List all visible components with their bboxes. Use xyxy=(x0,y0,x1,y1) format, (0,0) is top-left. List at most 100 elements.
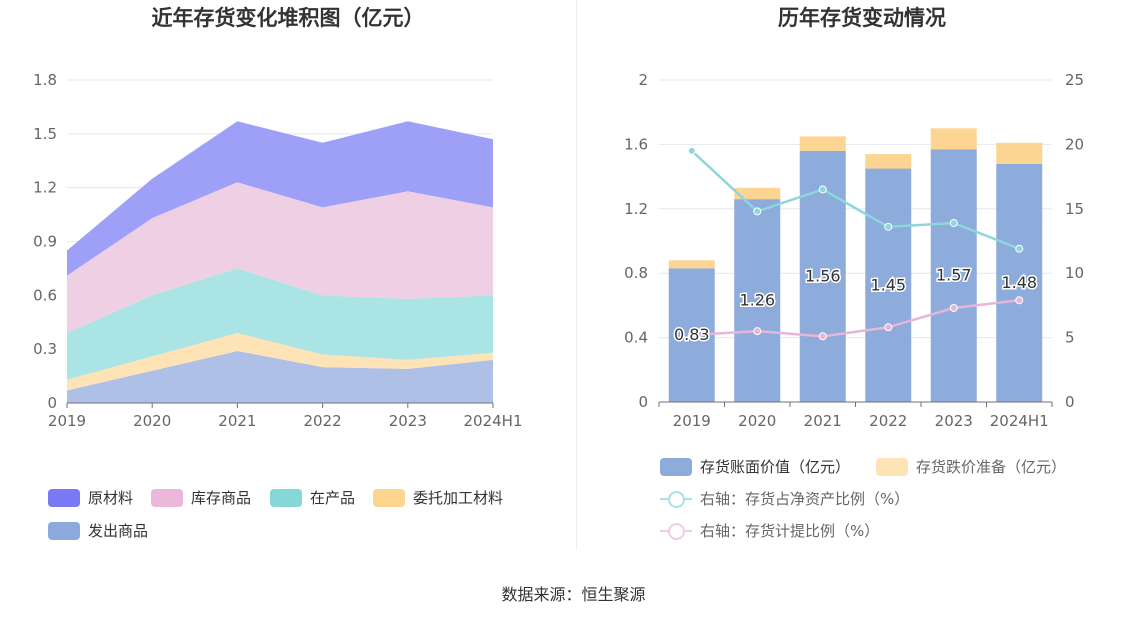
y2-tick-label: 15 xyxy=(1065,200,1084,218)
bar-impairment xyxy=(865,154,912,169)
y-tick-label: 1.5 xyxy=(33,125,57,143)
y2-tick-label: 10 xyxy=(1065,264,1084,282)
line-point xyxy=(1015,244,1024,253)
area-series-委托加工材料 xyxy=(67,333,493,391)
legend-swatch xyxy=(876,457,908,476)
y-tick-label: 1.8 xyxy=(33,71,57,89)
legend-item-goods-shipped[interactable]: 发出商品 xyxy=(48,520,148,541)
legend-label: 委托加工材料 xyxy=(413,489,504,507)
legend-item-inventory-net-asset-ratio[interactable]: 右轴：存货占净资产比例（%） xyxy=(660,488,909,509)
legend-swatch xyxy=(48,521,80,540)
y-tick-label: 1.6 xyxy=(624,135,648,153)
bar-book-value xyxy=(865,168,912,402)
x-tick-label: 2020 xyxy=(738,412,776,430)
y2-tick-label: 5 xyxy=(1065,329,1075,347)
y-tick-label: 1.2 xyxy=(33,179,57,197)
legend-item-finished-goods[interactable]: 库存商品 xyxy=(151,487,251,508)
right-chart-panel: 历年存货变动情况 0 0.4 0.8 1.2 1.6 2 0 5 10 15 20 25 2019 202… xyxy=(577,0,1147,550)
bar-impairment xyxy=(668,260,715,269)
x-tick-label: 2019 xyxy=(48,412,86,430)
x-tick-label: 2023 xyxy=(389,412,427,430)
bar-book-value xyxy=(930,149,977,402)
y2-tick-label: 20 xyxy=(1065,135,1084,153)
y-tick-label: 0.9 xyxy=(33,233,57,251)
bar-data-label: 1.45 xyxy=(870,275,906,294)
bar-data-label: 1.56 xyxy=(805,266,841,285)
legend-label: 在产品 xyxy=(310,489,356,507)
legend-swatch xyxy=(270,488,302,507)
bar-impairment xyxy=(734,187,781,200)
x-tick-label: 2021 xyxy=(804,412,842,430)
x-tick-label: 2019 xyxy=(673,412,711,430)
line-point xyxy=(884,323,893,332)
legend-label: 右轴：存货计提比例（%） xyxy=(700,522,880,540)
line-point xyxy=(753,207,762,216)
line-point xyxy=(818,332,827,341)
legend-item-raw-material[interactable]: 原材料 xyxy=(48,487,133,508)
line-point xyxy=(949,303,958,312)
legend-swatch xyxy=(151,488,183,507)
legend-label: 库存商品 xyxy=(191,489,252,507)
legend-swatch xyxy=(48,488,80,507)
legend-swatch xyxy=(373,488,405,507)
area-series-库存商品 xyxy=(67,182,493,334)
line-point xyxy=(1015,296,1024,305)
bar-impairment xyxy=(799,136,846,151)
legend-item-consigned-materials[interactable]: 委托加工材料 xyxy=(373,487,503,508)
y2-tick-label: 25 xyxy=(1065,71,1084,89)
y-tick-label: 0.6 xyxy=(33,286,57,304)
bar-impairment xyxy=(996,142,1043,164)
bar-book-value xyxy=(996,163,1043,402)
x-tick-label: 2024H1 xyxy=(990,412,1049,430)
line-point xyxy=(949,218,958,227)
legend-item-book-value[interactable]: 存货账面价值（亿元） xyxy=(660,456,850,477)
line-point xyxy=(818,185,827,194)
bar-data-label: 1.48 xyxy=(1001,273,1037,292)
x-tick-label: 2023 xyxy=(935,412,973,430)
legend-label: 发出商品 xyxy=(88,522,149,540)
x-tick-label: 2020 xyxy=(133,412,171,430)
y-tick-label: 0 xyxy=(638,393,648,411)
bar-impairment xyxy=(930,128,977,150)
panel-divider xyxy=(576,0,577,550)
legend-line-swatch xyxy=(660,490,692,508)
y-tick-label: 2 xyxy=(638,71,648,89)
legend-label: 原材料 xyxy=(88,489,134,507)
x-tick-label: 2022 xyxy=(869,412,907,430)
left-chart-panel: 近年存货变化堆积图（亿元） 0 0.3 0.6 0.9 1.2 1.5 1.8 2019 202… xyxy=(0,0,576,550)
legend-swatch xyxy=(660,457,692,476)
right-chart-title: 历年存货变动情况 xyxy=(778,6,946,30)
y-tick-label: 1.2 xyxy=(624,200,648,218)
y-tick-label: 0.3 xyxy=(33,340,57,358)
legend-item-impairment[interactable]: 存货跌价准备（亿元） xyxy=(876,456,1066,477)
legend-label: 右轴：存货占净资产比例（%） xyxy=(700,490,910,508)
y-tick-label: 0 xyxy=(47,394,57,412)
x-tick-label: 2022 xyxy=(304,412,342,430)
bar-book-value xyxy=(734,199,781,402)
area-series-原材料 xyxy=(67,121,493,276)
area-series-发出商品 xyxy=(67,350,493,403)
line-series-右轴：存货占净资产比例（%） xyxy=(690,149,1020,250)
x-tick-label: 2021 xyxy=(218,412,256,430)
bar-data-label: 1.57 xyxy=(936,266,972,285)
stacked-area-chart: 0 0.3 0.6 0.9 1.2 1.5 1.8 2019 2020 2021 2022 2023 2… xyxy=(33,71,523,430)
line-series-右轴：存货计提比例（%） xyxy=(691,299,1020,338)
legend-label: 存货账面价值（亿元） xyxy=(700,458,851,476)
line-point xyxy=(687,331,696,340)
x-tick-label: 2024H1 xyxy=(464,412,523,430)
legend-item-wip[interactable]: 在产品 xyxy=(270,487,355,508)
bar-data-label: 1.26 xyxy=(739,291,775,310)
line-point xyxy=(884,222,893,231)
area-series-在产品 xyxy=(67,268,493,380)
y-tick-label: 0.8 xyxy=(624,264,648,282)
bar-data-label: 0.83 xyxy=(674,325,710,344)
line-point xyxy=(687,146,696,155)
line-point xyxy=(753,327,762,336)
legend-item-provision-ratio[interactable]: 右轴：存货计提比例（%） xyxy=(660,520,879,541)
legend-label: 存货跌价准备（亿元） xyxy=(916,458,1067,476)
data-source: 数据来源：恒生聚源 xyxy=(501,585,646,604)
y-tick-label: 0.4 xyxy=(624,329,648,347)
y2-tick-label: 0 xyxy=(1065,393,1075,411)
left-chart-title: 近年存货变化堆积图（亿元） xyxy=(151,6,425,30)
